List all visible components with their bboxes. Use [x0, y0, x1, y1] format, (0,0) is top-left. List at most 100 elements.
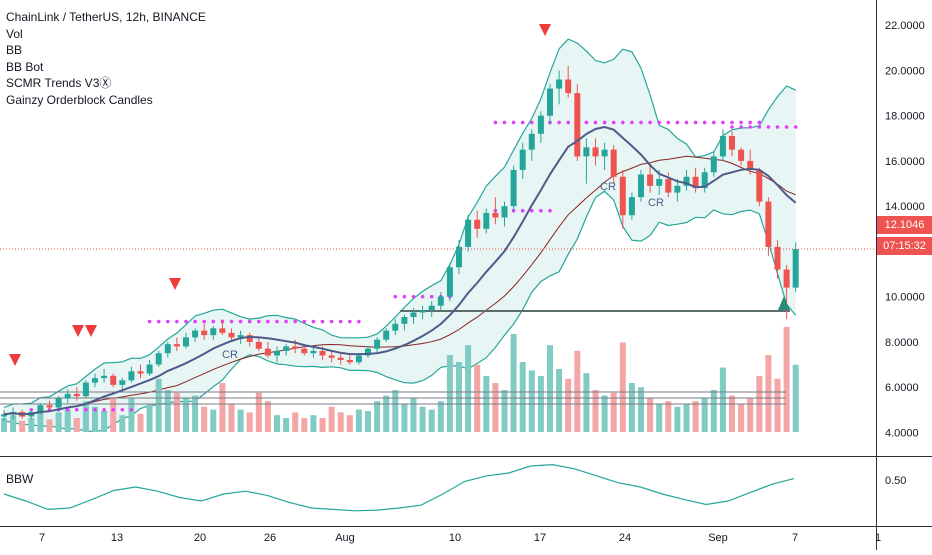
resistance-dot — [166, 319, 170, 324]
legend-symbol[interactable]: ChainLink / TetherUS, 12h, BINANCE — [6, 10, 206, 24]
candle-body — [374, 339, 381, 349]
candle-body — [446, 267, 453, 297]
resistance-dot — [520, 120, 525, 125]
candle-body — [137, 371, 144, 374]
candle-body — [556, 79, 563, 89]
candle-body — [729, 136, 735, 150]
resistance-dot — [530, 120, 534, 125]
candle-body — [346, 359, 353, 363]
resistance-dot — [175, 319, 179, 324]
candle-body — [610, 149, 617, 177]
legend-indicator-vol[interactable]: Vol — [6, 26, 23, 41]
volume-bar — [310, 415, 317, 432]
resistance-dot — [284, 319, 288, 324]
legend-indicator-bb-bot[interactable]: BB Bot — [6, 59, 44, 74]
candle-body — [119, 380, 126, 385]
time-axis-label: 20 — [194, 532, 206, 544]
volume-bar — [574, 350, 581, 432]
legend-indicator-bb[interactable]: BB — [6, 43, 23, 58]
resistance-dot — [748, 125, 752, 129]
resistance-dot — [293, 319, 298, 324]
resistance-dot — [666, 120, 671, 125]
resistance-dot — [766, 125, 771, 129]
resistance-dot — [193, 319, 197, 324]
volume-bar — [619, 342, 626, 432]
resistance-dot — [511, 120, 516, 125]
volume-bar — [410, 398, 417, 432]
volume-bar — [719, 367, 726, 432]
candle-body — [392, 323, 399, 331]
volume-bar — [101, 411, 108, 432]
candle-body — [146, 364, 153, 374]
candle-body — [274, 350, 280, 356]
legend-indicator-scmr[interactable]: SCMR Trends V3Ⓧ — [6, 76, 112, 91]
volume-bar — [628, 383, 635, 432]
sell-signal-icon — [539, 24, 551, 36]
volume-bar — [647, 398, 654, 432]
candle-body — [155, 353, 162, 365]
candle-body — [1, 414, 7, 417]
time-axis-label: 7 — [39, 532, 45, 544]
candle-body — [583, 147, 590, 157]
candle-body — [264, 348, 271, 356]
volume-bar — [73, 418, 80, 432]
price-scale-label: 16.0000 — [885, 156, 925, 168]
volume-bar — [383, 395, 390, 432]
bbw-pane-title[interactable]: BBW — [6, 472, 34, 486]
resistance-dot — [275, 319, 279, 324]
volume-bar — [119, 415, 126, 432]
candle-body — [301, 348, 308, 354]
candle-body — [110, 375, 117, 385]
legend-indicator-gainzy[interactable]: Gainzy Orderblock Candles — [6, 92, 153, 107]
volume-bar — [255, 392, 262, 432]
volume-bar — [328, 406, 335, 432]
candle-body — [410, 312, 417, 318]
volume-bar — [738, 404, 745, 432]
price-scale-label: 6.0000 — [885, 382, 919, 394]
sell-signal-icon — [9, 354, 21, 366]
volume-bar — [456, 362, 462, 432]
volume-bar — [547, 345, 553, 432]
price-scale-label: 8.0000 — [885, 337, 919, 349]
volume-bar — [465, 345, 472, 432]
resistance-dot — [520, 208, 525, 213]
candle-body — [255, 341, 262, 349]
time-axis-label: 26 — [264, 532, 276, 544]
resistance-dot — [202, 319, 206, 324]
candle-body — [683, 176, 690, 186]
resistance-dot — [730, 120, 734, 125]
resistance-dot — [311, 319, 316, 324]
resistance-dot — [684, 120, 689, 125]
resistance-dot — [757, 120, 762, 125]
volume-bar — [446, 355, 453, 432]
volume-bar — [137, 413, 144, 432]
volume-bar — [510, 334, 517, 432]
volume-bar — [528, 370, 535, 432]
candle-body — [501, 206, 508, 218]
resistance-dot — [702, 120, 707, 125]
candle-body — [73, 393, 80, 397]
volume-bar — [28, 418, 35, 432]
volume-bar — [656, 404, 663, 432]
sell-signal-icon — [85, 325, 97, 337]
volume-bar — [683, 404, 690, 432]
candle-body — [510, 169, 517, 207]
candle-body — [738, 149, 745, 161]
candle-body — [619, 176, 626, 216]
resistance-dot — [548, 208, 552, 213]
volume-bar — [729, 395, 735, 432]
candle-body — [319, 350, 326, 356]
candle-body — [701, 172, 708, 189]
candle-body — [756, 169, 763, 202]
resistance-dot — [111, 407, 115, 412]
volume-bar — [10, 415, 17, 432]
candle-body — [710, 156, 717, 173]
bb-upper-line — [3, 38, 796, 409]
resistance-dot — [584, 120, 589, 125]
candle-body — [492, 212, 499, 218]
candle-body — [365, 348, 371, 356]
cr-label: CR — [648, 197, 664, 209]
candle-body — [92, 378, 98, 383]
